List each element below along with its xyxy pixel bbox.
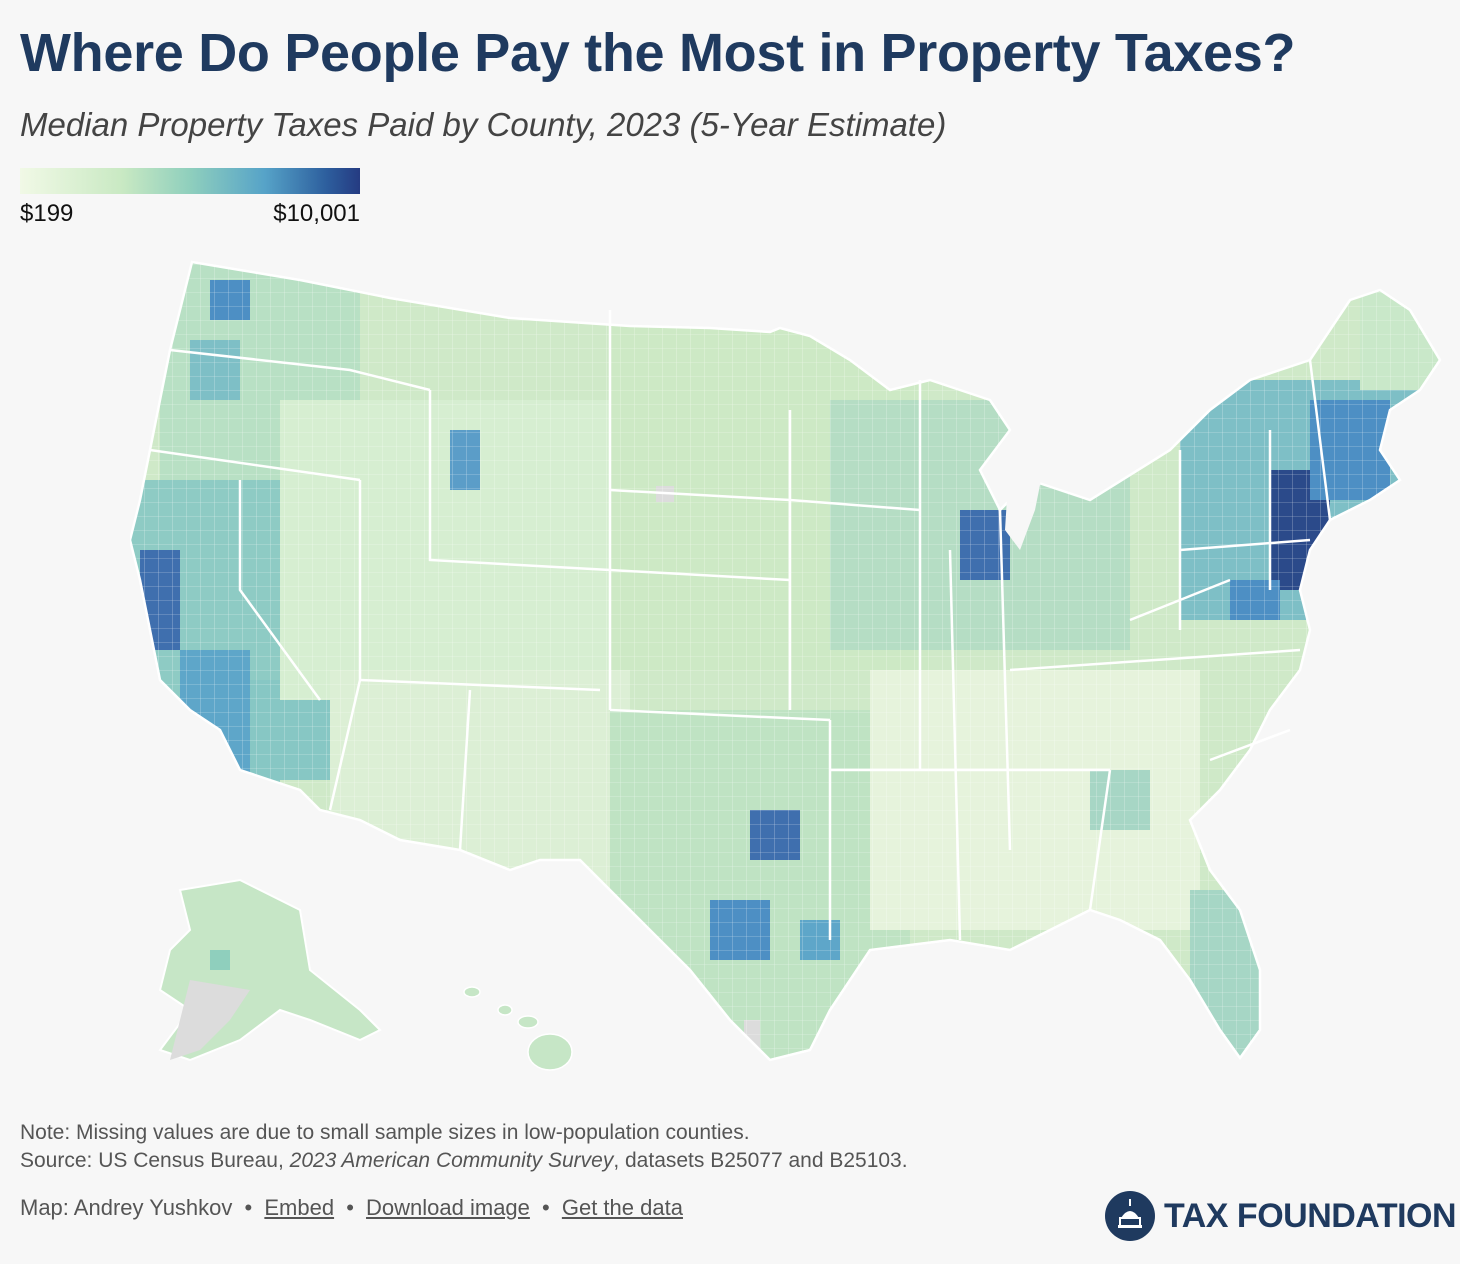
download-image-link[interactable]: Download image bbox=[366, 1195, 530, 1220]
source-prefix: Source: US Census Bureau, bbox=[20, 1149, 290, 1172]
get-data-link[interactable]: Get the data bbox=[561, 1195, 683, 1220]
footer-separator: • bbox=[244, 1195, 253, 1220]
color-legend: $199 $10,001 bbox=[20, 168, 360, 230]
brand-name: TAX FOUNDATION bbox=[1164, 1196, 1457, 1235]
legend-max-label: $10,001 bbox=[273, 200, 360, 227]
footer: Map: Andrey Yushkov • Embed • Download i… bbox=[20, 1195, 683, 1221]
state-borders bbox=[130, 260, 1442, 1062]
page-subtitle: Median Property Taxes Paid by County, 20… bbox=[20, 106, 947, 143]
source-suffix: , datasets B25077 and B25103. bbox=[613, 1149, 908, 1172]
us-county-map[interactable] bbox=[130, 250, 1460, 1090]
note-text: Note: Missing values are due to small sa… bbox=[20, 1121, 750, 1144]
legend-labels: $199 $10,001 bbox=[20, 200, 360, 230]
lake-michigan bbox=[1005, 420, 1045, 550]
footer-separator: • bbox=[542, 1195, 550, 1220]
legend-min-label: $199 bbox=[20, 200, 74, 227]
capitol-dome-icon bbox=[1105, 1191, 1155, 1241]
embed-link[interactable]: Embed bbox=[264, 1195, 335, 1220]
map-credit: Map: Andrey Yushkov bbox=[20, 1195, 233, 1220]
legend-gradient-bar bbox=[20, 168, 360, 194]
footer-separator: • bbox=[346, 1195, 354, 1220]
page-title: Where Do People Pay the Most in Property… bbox=[20, 23, 1296, 83]
source-text: Source: US Census Bureau, 2023 American … bbox=[20, 1149, 908, 1173]
hawaii-inset bbox=[463, 986, 573, 1071]
alaska-inset bbox=[158, 878, 382, 1062]
tax-foundation-logo[interactable]: TAX FOUNDATION bbox=[1104, 1186, 1457, 1246]
source-survey: 2023 American Community Survey bbox=[289, 1149, 614, 1172]
